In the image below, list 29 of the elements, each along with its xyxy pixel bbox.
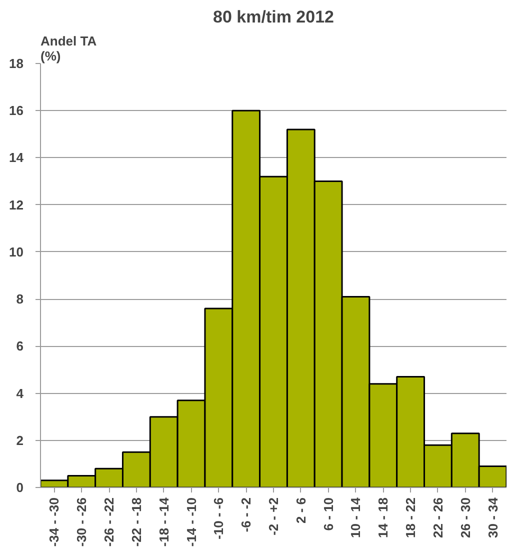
x-tick-label: -26 - -22 [102, 497, 117, 547]
x-tick-label: -2 - +2 [266, 497, 281, 536]
chart-title: 80 km/tim 2012 [213, 8, 334, 26]
x-tick-label: -10 - -6 [211, 497, 226, 540]
x-tick-label: -18 - -14 [156, 496, 172, 547]
x-tick-label: 30 - 34 [485, 496, 500, 538]
y-tick-label: 8 [16, 292, 24, 307]
y-tick-label: 2 [16, 432, 24, 448]
y-tick-label: 0 [16, 480, 24, 495]
x-tick-label: 26 - 30 [458, 497, 473, 538]
y-tick-label: 6 [16, 338, 24, 354]
y-tick-label: 16 [9, 103, 24, 118]
y-tick-label: 4 [16, 386, 24, 401]
y-tick-label: 10 [9, 244, 24, 260]
y-tick-label: 14 [9, 150, 24, 166]
x-tick-label: 22 - 26 [430, 497, 446, 538]
x-tick-label: 6 - 10 [320, 497, 336, 531]
x-tick-label: 10 - 14 [348, 496, 364, 538]
x-tick-label: -6 - -2 [238, 498, 254, 532]
x-tick-label: 2 - 6 [293, 497, 308, 524]
y-tick-label: 18 [9, 56, 24, 71]
x-tick-label: -22 - -18 [128, 497, 144, 547]
y-tick-label: 12 [9, 197, 24, 212]
x-tick-label: -34 - -30 [46, 497, 62, 547]
x-tick-label: 18 - 22 [403, 497, 418, 538]
x-tick-label: -14 - -10 [184, 497, 199, 547]
y-axis-title: Andel TA (%) [40, 34, 98, 64]
x-tick-label: -30 - -26 [74, 497, 90, 547]
x-tick-label: 14 - 18 [376, 497, 391, 538]
